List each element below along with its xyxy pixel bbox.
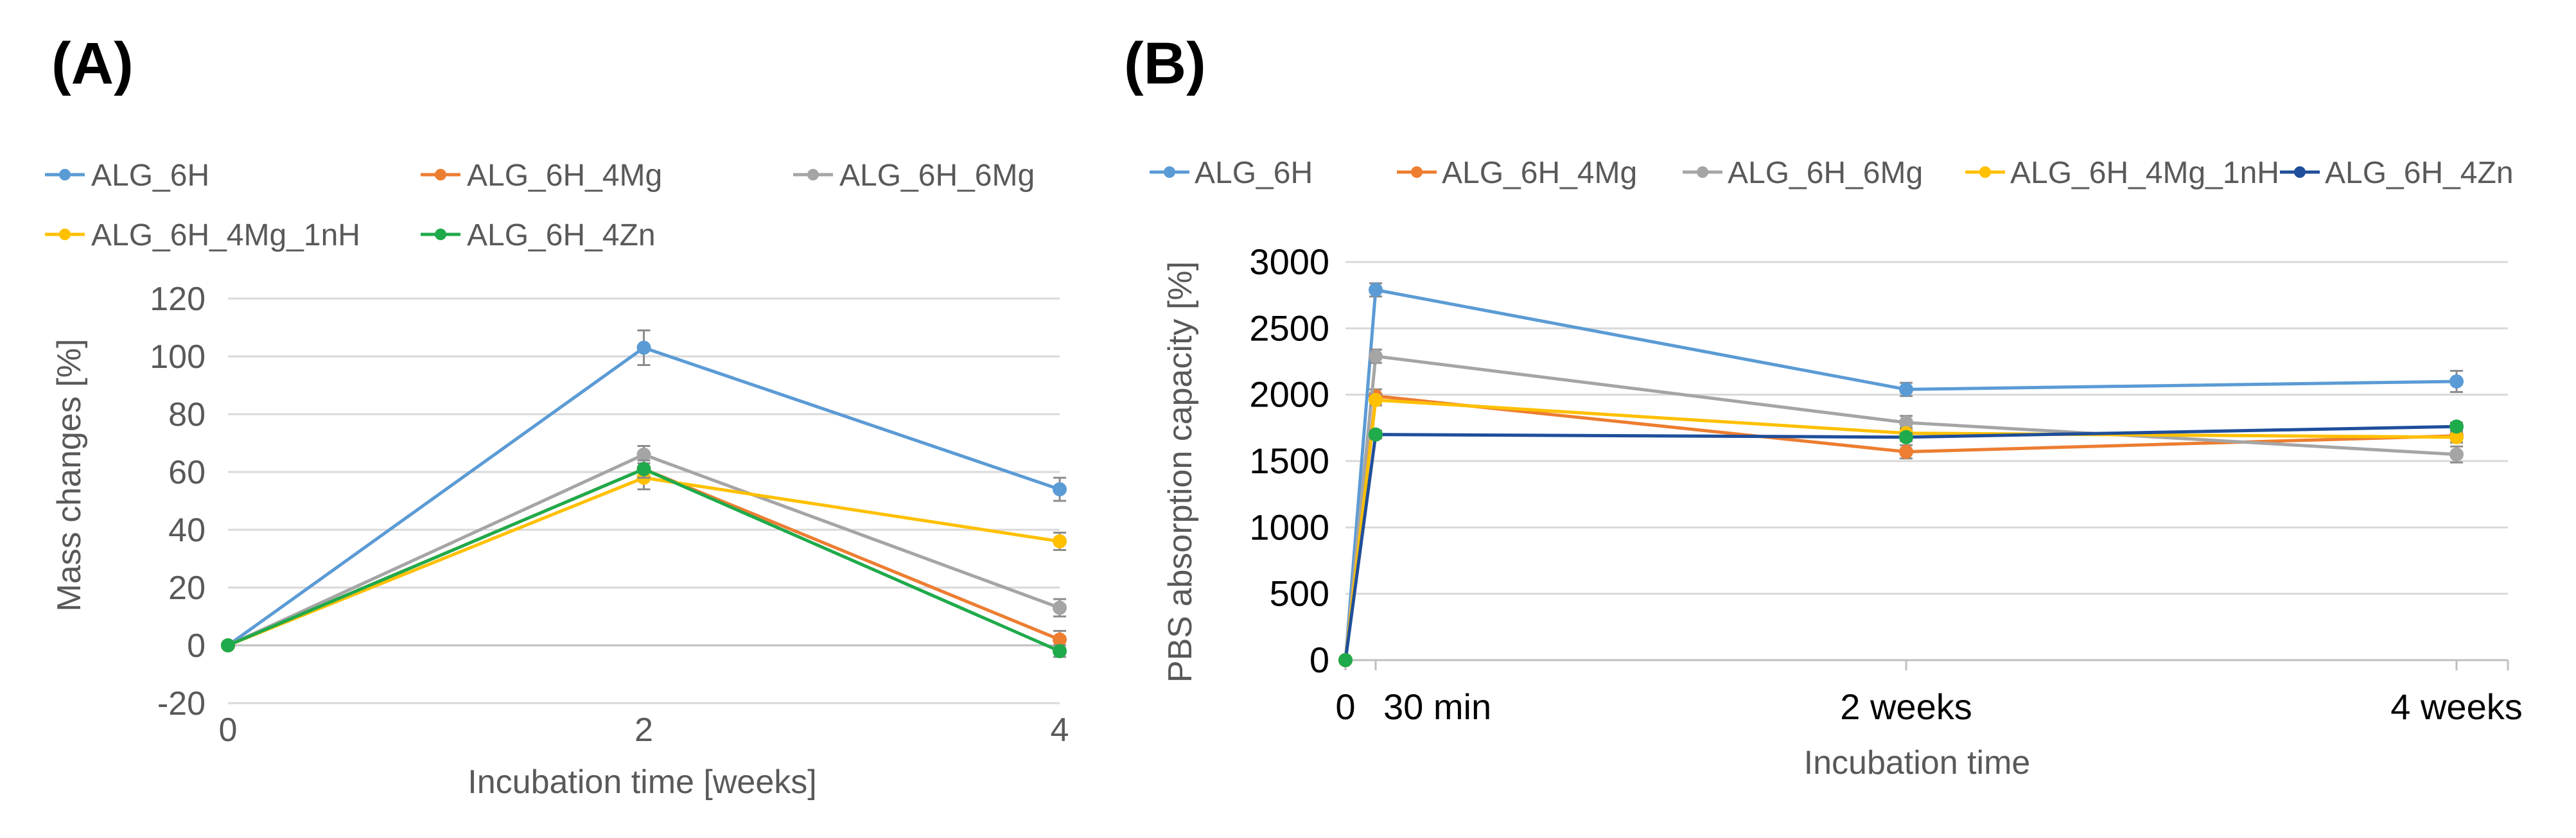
data-point-alg-6h-6mg: [1369, 349, 1383, 363]
legend-label-alg-6h-4mg: ALG_6H_4Mg: [1442, 156, 1637, 190]
data-point-alg-6h-6mg: [1899, 415, 1913, 430]
series-line-alg-6h-4mg-1nh: [1344, 398, 2457, 661]
panel-a-y-axis-title: Mass changes [%]: [51, 339, 88, 612]
legend-label-alg-6h: ALG_6H: [91, 159, 209, 193]
y-tick-label: 1000: [1249, 507, 1329, 547]
legend-swatch-marker: [1411, 166, 1423, 178]
series-line-alg-6h-6mg: [1344, 354, 2457, 661]
legend-label-alg-6h-6mg: ALG_6H_6Mg: [1728, 156, 1923, 190]
legend-swatch-marker: [435, 229, 446, 240]
y-tick-label: 3000: [1249, 241, 1329, 282]
panel-b-x-ticks: 0 30 min 2 weeks 4 weeks: [1335, 660, 2523, 727]
y-tick-label: 60: [168, 454, 206, 491]
data-point-alg-6h-4zn: [1053, 644, 1067, 658]
legend-swatch-marker: [1164, 166, 1175, 178]
legend-swatch-marker: [59, 169, 71, 180]
data-point-alg-6h-4mg: [1899, 444, 1913, 459]
panel-b-grid: [1345, 261, 2508, 661]
legend-swatch-marker: [807, 169, 819, 180]
data-point-alg-6h: [1369, 283, 1383, 297]
panel-b-y-axis-title: PBS absorption capacity [%]: [1162, 261, 1199, 683]
y-tick-label: 20: [168, 570, 206, 607]
y-tick-label: 40: [168, 512, 206, 549]
panel-a-label: (A): [51, 31, 134, 96]
legend-swatch-marker: [59, 229, 71, 240]
data-point-alg-6h-4mg-1nh: [2449, 430, 2464, 444]
data-point-alg-6h-4zn: [221, 638, 235, 652]
legend-label-alg-6h-4mg: ALG_6H_4Mg: [467, 159, 662, 193]
legend-label-alg-6h-6mg: ALG_6H_6Mg: [839, 159, 1035, 193]
panel-a-legend: ALG_6H ALG_6H_4Mg ALG_6H_6Mg ALG_6H_4Mg_1nH…: [45, 159, 1035, 252]
legend-label-alg-6h: ALG_6H: [1195, 156, 1313, 190]
y-tick-label: 100: [150, 338, 206, 376]
panel-a-series: [221, 329, 1067, 658]
x-tick-label: 0: [1335, 686, 1355, 727]
series-line-alg-6h: [1344, 288, 2457, 661]
data-point-alg-6h: [2449, 374, 2464, 388]
x-tick-label: 2 weeks: [1840, 686, 1972, 727]
y-tick-label: 1500: [1249, 441, 1329, 481]
x-tick-label: 2: [635, 711, 653, 749]
panel-b-x-axis-title: Incubation time: [1804, 744, 2031, 781]
y-tick-label: 500: [1270, 573, 1329, 614]
data-point-alg-6h: [636, 340, 651, 355]
data-point-alg-6h-4zn: [636, 462, 651, 476]
panel-b-series: [1338, 282, 2464, 667]
legend-label-alg-6h-4zn: ALG_6H_4Zn: [467, 218, 656, 252]
y-tick-label: 80: [168, 396, 206, 433]
data-point-alg-6h-4zn: [1899, 430, 1913, 444]
y-tick-label: 0: [1310, 640, 1329, 680]
series-line-alg-6h-4zn: [227, 467, 1061, 653]
data-point-alg-6h-6mg: [1053, 600, 1067, 615]
legend-label-alg-6h-4mg-1nh: ALG_6H_4Mg_1nH: [2010, 156, 2279, 190]
data-point-alg-6h-4mg-1nh: [1053, 534, 1067, 548]
x-tick-label: 30 min: [1383, 686, 1491, 727]
x-tick-label: 4 weeks: [2390, 686, 2522, 727]
data-point-alg-6h: [1053, 482, 1067, 496]
panel-a-y-ticks: -20 0 20 40 60 80 100 120: [150, 281, 206, 722]
data-point-alg-6h-4mg: [1053, 633, 1067, 647]
data-point-alg-6h-6mg: [2449, 447, 2464, 462]
panel-b-legend: ALG_6H ALG_6H_4Mg ALG_6H_6Mg ALG_6H_4Mg_1nH…: [1150, 156, 2514, 190]
data-point-alg-6h-4zn: [2449, 419, 2464, 434]
y-tick-label: 120: [150, 281, 206, 318]
panel-a-grid: [228, 297, 1060, 704]
y-tick-label: 2000: [1249, 374, 1329, 415]
legend-swatch-marker: [435, 169, 446, 180]
data-point-alg-6h-4mg-1nh: [1369, 392, 1383, 407]
data-point-alg-6h: [1899, 382, 1913, 397]
panel-a-x-axis-title: Incubation time [weeks]: [468, 764, 816, 801]
series-line-alg-6h-4zn: [1344, 424, 2457, 661]
data-point-alg-6h-4zn: [1338, 653, 1353, 667]
y-tick-label: -20: [157, 685, 206, 722]
series-line-alg-6h: [227, 345, 1060, 647]
panel-a-x-ticks: 0 2 4: [219, 711, 1069, 749]
y-tick-label: 0: [187, 627, 206, 665]
panel-b-y-ticks: 0 500 1000 1500 2000 2500 3000: [1249, 241, 1329, 680]
x-tick-label: 0: [219, 711, 238, 749]
panel-b-label: (B): [1124, 31, 1206, 96]
legend-swatch-marker: [1697, 166, 1708, 178]
data-point-alg-6h-6mg: [636, 448, 651, 462]
data-point-alg-6h-4zn: [1369, 427, 1383, 442]
legend-label-alg-6h-4zn: ALG_6H_4Zn: [2325, 156, 2514, 190]
x-tick-label: 4: [1051, 711, 1069, 749]
legend-swatch-marker: [1979, 166, 1991, 178]
legend-label-alg-6h-4mg-1nh: ALG_6H_4Mg_1nH: [91, 218, 360, 252]
legend-swatch-marker: [2294, 166, 2306, 178]
y-tick-label: 2500: [1249, 308, 1329, 348]
